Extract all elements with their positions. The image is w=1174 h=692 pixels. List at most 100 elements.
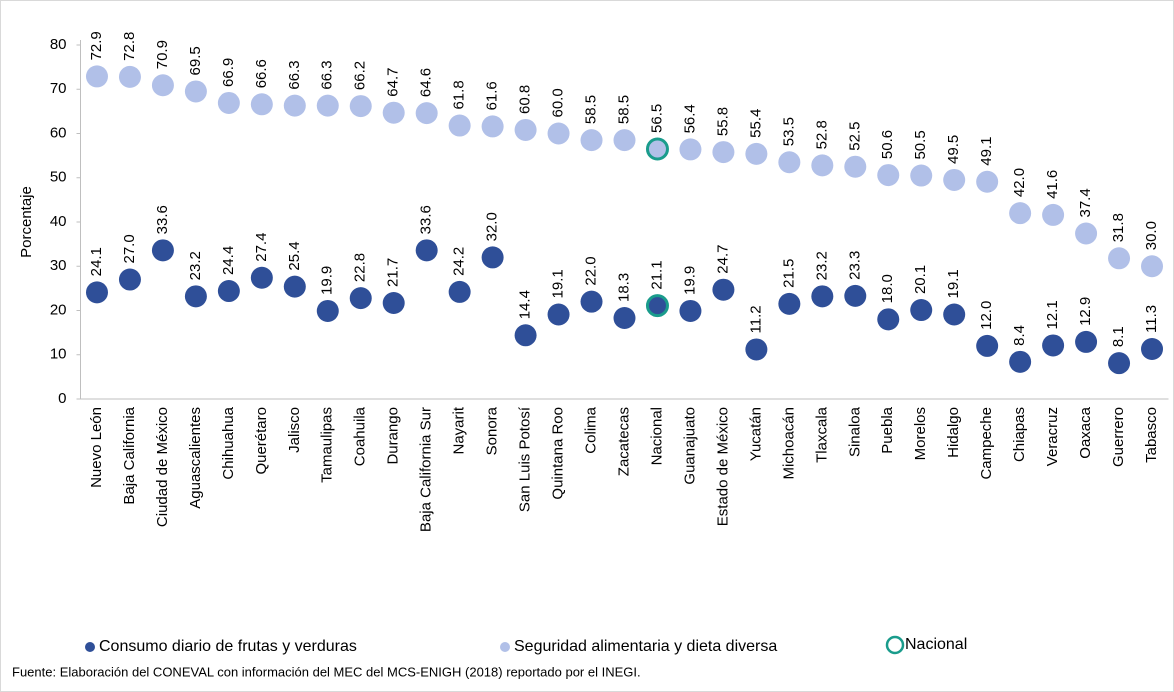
data-label: 24.1	[88, 247, 105, 276]
data-label: 53.5	[780, 117, 797, 146]
data-label: 19.9	[319, 266, 336, 295]
dot	[1042, 203, 1065, 226]
data-label: 50.6	[879, 130, 896, 159]
data-label: 55.8	[714, 107, 731, 136]
y-tick-label: 80	[50, 36, 67, 53]
dot	[415, 102, 438, 125]
legend-swatch	[85, 642, 95, 652]
y-tick-label: 70	[50, 80, 67, 97]
source: Fuente: Elaboración del CONEVAL con info…	[12, 664, 641, 679]
dot	[184, 80, 207, 103]
dot	[1009, 350, 1032, 373]
dot	[448, 280, 471, 303]
dot	[613, 129, 636, 152]
dot	[448, 114, 471, 137]
data-label: 33.6	[154, 205, 171, 234]
y-tick-label: 40	[50, 213, 67, 230]
dot	[580, 290, 603, 313]
x-tick-label: Querétaro	[253, 407, 270, 475]
dot	[745, 142, 768, 165]
x-tick-label: Estado de México	[714, 407, 731, 526]
data-label: 41.6	[1044, 170, 1061, 199]
data-label: 18.3	[615, 273, 632, 302]
data-label: 31.8	[1110, 213, 1127, 242]
data-label: 70.9	[154, 40, 171, 69]
data-label: 27.4	[253, 233, 270, 262]
dot	[481, 246, 504, 269]
x-tick-label: Guerrero	[1110, 407, 1127, 467]
dot	[151, 74, 174, 97]
data-label: 42.0	[1011, 168, 1028, 197]
data-label: 8.1	[1110, 326, 1127, 347]
x-tick-label: Durango	[385, 407, 402, 465]
dot	[1075, 330, 1098, 353]
data-label: 60.8	[517, 85, 534, 114]
data-label: 24.7	[714, 244, 731, 273]
data-label: 66.6	[253, 59, 270, 88]
data-label: 52.5	[846, 121, 863, 150]
x-tick-label: Jalisco	[286, 407, 303, 453]
dot	[382, 101, 405, 124]
dot	[349, 95, 372, 118]
x-tick-label: Michoacán	[780, 407, 797, 480]
data-label: 19.1	[945, 269, 962, 298]
dot	[184, 285, 207, 308]
dot	[1075, 222, 1098, 245]
dot	[712, 141, 735, 164]
data-label: 37.4	[1077, 188, 1094, 217]
dot	[976, 170, 999, 193]
data-label: 66.3	[286, 60, 303, 89]
data-label: 22.8	[352, 253, 369, 282]
data-label: 21.5	[780, 259, 797, 288]
data-label: 69.5	[187, 46, 204, 75]
dot	[283, 94, 306, 117]
dot	[712, 278, 735, 301]
dot	[85, 65, 108, 88]
data-label: 56.4	[681, 104, 698, 133]
x-tick-label: Nuevo León	[88, 407, 105, 488]
x-tick-label: Morelos	[912, 407, 929, 460]
dot	[679, 138, 702, 161]
data-label: 23.2	[187, 251, 204, 280]
data-label: 21.1	[648, 260, 665, 289]
dot	[877, 308, 900, 331]
dot	[613, 307, 636, 330]
dot	[943, 303, 966, 326]
dot	[844, 284, 867, 307]
y-tick-label: 50	[50, 169, 67, 186]
data-label: 55.4	[747, 109, 764, 138]
dot	[976, 334, 999, 357]
data-label: 64.7	[385, 67, 402, 96]
dot	[547, 303, 570, 326]
data-label: 66.3	[319, 60, 336, 89]
y-tick-label: 10	[50, 346, 67, 363]
legend-label: Consumo diario de frutas y verduras	[99, 638, 357, 655]
x-tick-label: Sonora	[484, 406, 501, 455]
dot	[481, 115, 504, 138]
legend-swatch	[885, 635, 905, 655]
x-tick-label: Guanajuato	[681, 407, 698, 485]
dot	[910, 299, 933, 322]
dot	[283, 275, 306, 298]
data-label: 52.8	[813, 120, 830, 149]
x-tick-label: Tamaulipas	[319, 407, 336, 483]
dot	[910, 164, 933, 187]
x-tick-label: Ciudad de México	[154, 407, 171, 527]
y-tick-label: 60	[50, 124, 67, 141]
y-tick-label: 20	[50, 301, 67, 318]
data-label: 72.9	[88, 31, 105, 60]
data-label: 66.9	[220, 58, 237, 87]
data-label: 20.1	[912, 265, 929, 294]
data-label: 58.5	[582, 95, 599, 124]
dot	[151, 239, 174, 262]
data-label: 8.4	[1011, 325, 1028, 346]
x-tick-label: Zacatecas	[615, 407, 632, 476]
dot	[877, 164, 900, 187]
y-tick-label: 30	[50, 257, 67, 274]
x-tick-label: Baja California Sur	[418, 407, 435, 532]
data-label: 12.0	[978, 301, 995, 330]
dot	[316, 94, 339, 117]
dot	[217, 280, 240, 303]
data-label: 23.3	[846, 251, 863, 280]
dot	[778, 151, 801, 174]
